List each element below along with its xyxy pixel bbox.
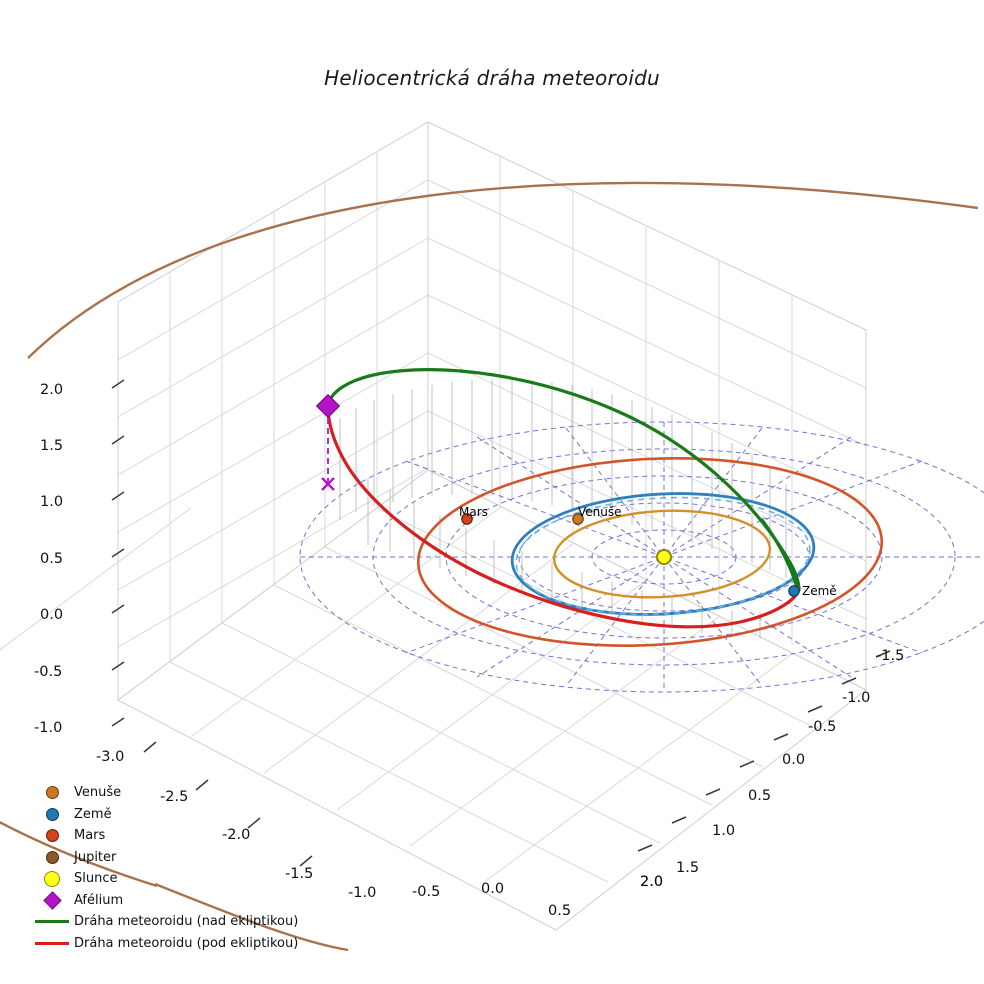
orbit-zeme-dashed [515,496,811,616]
draha-nad-line-icon [30,920,74,924]
page-title: Heliocentrická dráha meteoroidu [324,66,660,90]
legend-item-afelium: Afélium [30,890,330,912]
planet-orbits [416,457,884,647]
meteoroid-path-above [326,368,801,592]
ztick-6: -1.0 [34,720,63,736]
legend-label-mars: Mars [74,828,106,844]
legend-item-jupiter: Jupiter [30,847,330,869]
ytick-7: 2.0 [640,874,664,890]
aphelion-group [315,393,341,491]
legend: Venuše Země Mars Jupiter Slunce [30,782,330,954]
ytick-5: 1.0 [712,823,736,839]
ztick-4: 0.0 [40,607,64,623]
legend-item-slunce: Slunce [30,868,330,890]
xtick-2: -2.0 [222,827,251,843]
xtick-8: 2.0 [640,874,664,890]
legend-label-slunce: Slunce [74,871,118,887]
legend-label-draha-nad: Dráha meteoroidu (nad ekliptikou) [74,914,299,930]
axes-panes [0,121,867,931]
ytick-3: 0.0 [782,752,806,768]
xtick-3: -1.5 [285,866,314,882]
orbit-venuse [552,509,772,599]
marker-zeme [788,585,800,597]
draha-pod-line-icon [30,941,74,945]
wall-right [427,121,867,691]
xtick-5: -0.5 [412,884,441,900]
orbit-jupiter [0,181,979,952]
xtick-7: 0.5 [548,903,572,919]
axis-ticks [111,379,891,867]
label-venuse: Venuše [578,505,622,519]
ztick-3: 0.5 [40,551,64,567]
xtick-6: 0.0 [481,881,505,897]
ztick-2: 1.0 [40,494,64,510]
legend-label-afelium: Afélium [74,892,124,908]
legend-label-zeme: Země [74,806,112,822]
xtick-4: -1.0 [348,885,377,901]
aphelion-diamond-marker [315,393,341,419]
wall-floor [0,469,867,931]
ytick-2: -0.5 [808,719,837,735]
legend-item-zeme: Země [30,804,330,826]
afelium-marker-icon [30,891,74,910]
body-markers [461,513,800,597]
label-zeme: Země [802,584,837,598]
legend-label-draha-pod: Dráha meteoroidu (pod ekliptikou) [74,935,299,951]
legend-item-mars: Mars [30,825,330,847]
slunce-marker-icon [30,870,74,887]
legend-label-venuse: Venuše [74,785,122,801]
ytick-6: 1.5 [676,860,700,876]
ytick-0: -1.5 [876,648,905,664]
orbit-mars [416,457,884,647]
xtick-1: -2.5 [160,789,189,805]
marker-slunce [656,549,672,565]
ytick-1: -1.0 [842,690,871,706]
ztick-5: -0.5 [34,664,63,680]
ztick-1: 1.5 [40,438,64,454]
meteoroid-path-below [326,404,801,629]
jupiter-marker-icon [30,850,74,864]
aphelion-x-icon [321,477,335,491]
legend-item-draha-pod: Dráha meteoroidu (pod ekliptikou) [30,933,330,955]
ytick-4: 0.5 [748,788,772,804]
marker-venuse [572,513,584,525]
legend-item-draha-nad: Dráha meteoroidu (nad ekliptikou) [30,911,330,933]
label-mars: Mars [459,505,488,519]
marker-mars [461,513,473,525]
ztick-0: 2.0 [40,382,64,398]
xtick-0: -3.0 [96,749,125,765]
venuse-marker-icon [30,786,74,800]
legend-item-venuse: Venuše [30,782,330,804]
mars-marker-icon [30,829,74,843]
meteoroid-path-above-overlap [760,518,799,590]
wall-left [117,121,429,701]
legend-label-jupiter: Jupiter [74,849,117,865]
zeme-marker-icon [30,807,74,821]
